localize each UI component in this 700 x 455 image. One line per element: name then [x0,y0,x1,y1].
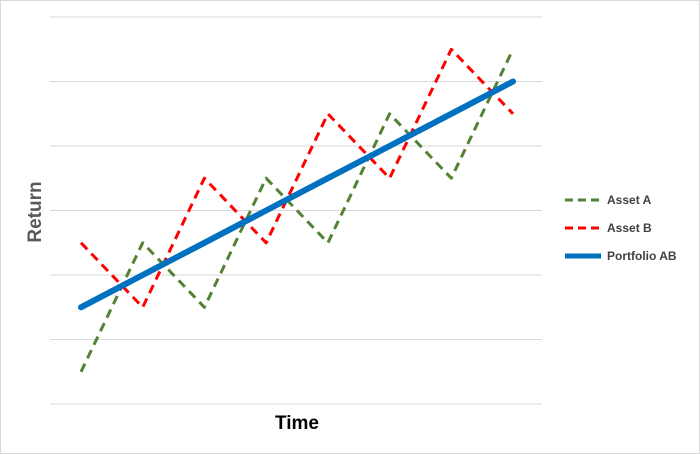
x-axis-title: Time [275,413,319,434]
series-lines [78,47,516,373]
legend: Asset A Asset B Portfolio AB [565,193,677,263]
y-axis-title: Return [25,181,46,242]
legend-label-asset-b: Asset B [607,221,652,235]
gridlines [50,16,542,405]
series-line-asset-b [79,47,515,309]
legend-label-portfolio-ab: Portfolio AB [607,249,677,263]
series-line-portfolio-ab [78,78,516,311]
legend-label-asset-a: Asset A [607,193,652,207]
series-line-asset-a [79,48,515,373]
